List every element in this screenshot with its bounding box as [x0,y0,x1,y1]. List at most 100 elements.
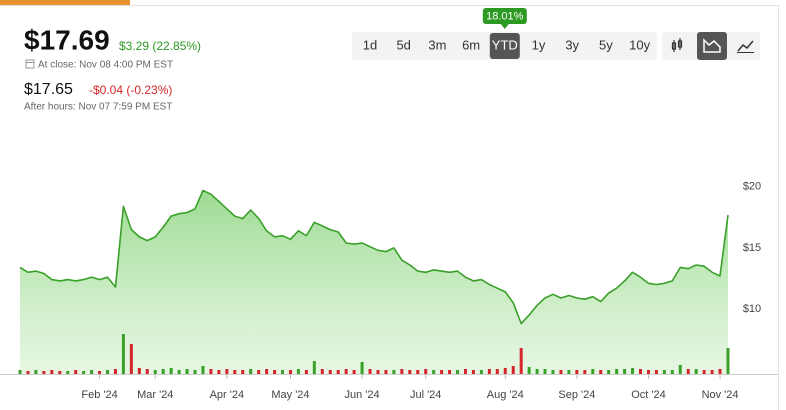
volume-bar [26,371,30,374]
volume-bar [551,370,555,374]
area-button[interactable] [697,32,727,60]
volume-bar [718,369,722,374]
after-label: After hours: Nov 07 7:59 PM EST [24,102,172,113]
volume-bar [662,370,666,374]
volume-bar [559,370,563,374]
volume-bar [273,370,277,374]
range-button-active[interactable] [489,33,520,59]
plot: $10 $15 $20 Feb '24 Mar '24 Apr '24 May '24 Jun… [0,181,778,401]
volume-bar [527,367,531,374]
volume-bar [440,370,444,374]
range-button[interactable]: 5d [396,37,410,52]
volume-bar [535,369,539,374]
x-tick-label: Mar '24 [137,389,173,401]
line-button[interactable] [737,40,754,52]
volume-bar [487,369,491,374]
volume-bar [471,370,475,374]
after-price: $17.65 [24,81,73,98]
range-button[interactable]: 10y [629,37,650,52]
volume-bar [615,369,619,374]
volume-bar [360,362,364,374]
volume-bar [416,370,420,374]
range-button[interactable]: 3y [565,37,579,52]
volume-bar [678,365,682,374]
volume-bar [296,369,300,374]
range-button[interactable]: 6m [462,37,480,52]
volume-bar [82,371,86,374]
volume-bar [145,369,149,374]
range-button[interactable]: 1y [532,37,546,52]
x-tick-label: May '24 [271,389,309,401]
range-button[interactable]: 5y [599,37,613,52]
price-change: $3.29 (22.85%) [119,39,201,53]
volume-bar [42,371,46,374]
volume-bar [288,370,292,374]
area-icon [703,38,721,53]
volume-bar [336,370,340,374]
volume-bar [137,368,141,374]
volume-bar [511,366,515,374]
volume-bar [209,369,213,374]
volume-bar [702,370,706,374]
volume-bar [193,370,197,374]
volume-bar [646,370,650,374]
volume-bar [503,368,507,374]
volume-bar [408,370,412,374]
after-change: -$0.04 (-0.23%) [89,83,172,97]
volume-bar [686,369,690,374]
volume-bar [121,334,125,374]
y-tick-label: $20 [743,181,761,193]
volume-bar [58,371,62,374]
volume-bar [631,368,635,374]
volume-bar [169,368,173,374]
volume-bar [607,370,611,374]
volume-bar [129,344,133,374]
volume-bar [344,369,348,374]
price-line [19,189,729,325]
volume-bar [654,370,658,374]
volume-bar [479,370,483,374]
y-tick-label: $15 [743,242,761,254]
volume-bar [384,370,388,374]
volume-bar [352,370,356,374]
volume-bar [249,369,253,374]
range-tooltip-arrow [500,24,509,29]
volume-bar [34,370,38,374]
volume-bar [225,369,229,374]
range-tooltip [482,8,527,24]
x-tick-label: Apr '24 [210,389,245,401]
volume-bar [201,366,205,374]
x-tick-label: Sep '24 [558,389,595,401]
calendar-icon [25,59,35,69]
area-fill [20,190,728,374]
volume-bar [106,370,110,374]
volume-bar [599,370,603,374]
candle-button[interactable] [671,38,683,52]
volume-bar [575,370,579,374]
volume-bar [456,370,460,374]
x-tick-label: Jul '24 [410,389,441,401]
volume-bar [495,369,499,374]
volume-bar [177,370,181,374]
x-tick-label: Jun '24 [344,389,379,401]
volume-bar [519,348,523,374]
volume-bar [320,369,324,374]
volume-bar [153,370,157,374]
range-button[interactable]: 3m [428,37,446,52]
volume-bar [90,370,94,374]
range-button[interactable]: 1d [363,37,377,52]
volume-bar [543,369,547,374]
range-tooltip-text: 18.01% [486,10,524,22]
volume-bar [233,370,237,374]
volume-bar [623,369,627,374]
volume-bar [424,369,428,374]
volume-bar [694,369,698,374]
volume-bar [18,370,22,374]
volume-bar [113,369,117,374]
volume-bar [368,369,372,374]
y-tick-label: $10 [743,303,761,315]
volume-bar [670,370,674,374]
range-button[interactable]: YTD [492,37,518,52]
